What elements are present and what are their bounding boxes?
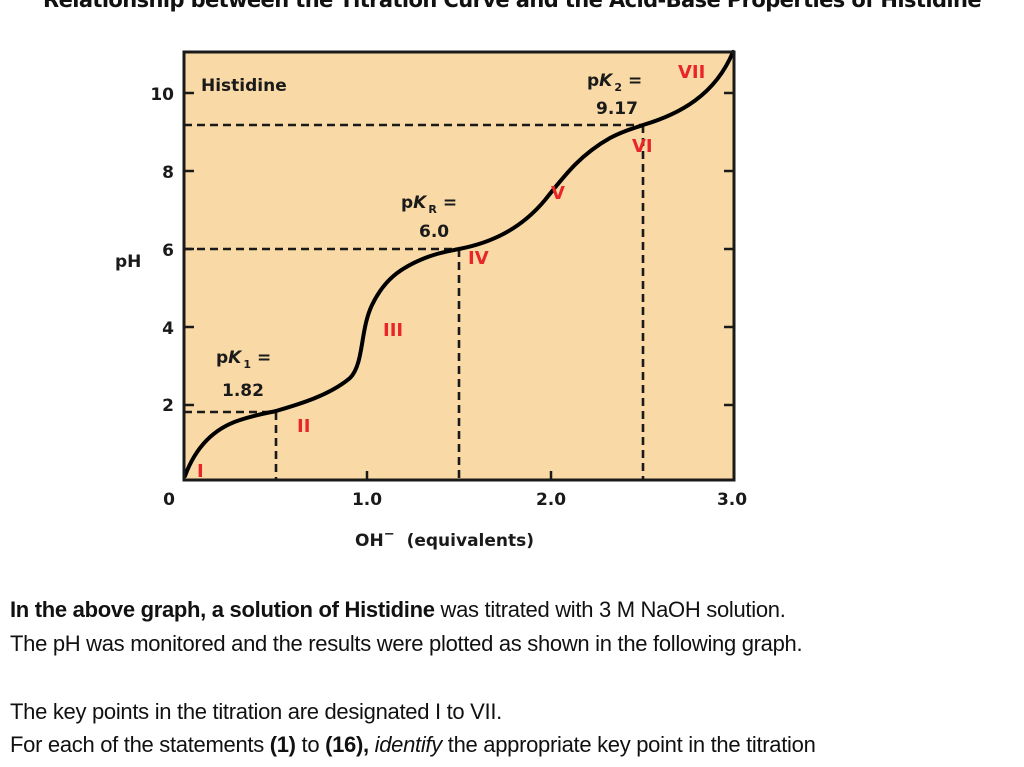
key-point-IV: IV [468, 248, 489, 269]
key-point-VI: VI [632, 136, 653, 157]
y-tick-2: 2 [162, 396, 174, 416]
reference-lines [184, 123, 645, 480]
plot-frame [182, 50, 736, 482]
titration-chart: 2 4 6 8 10 pH 0 1.0 2.0 3.0 OH− (equivale… [115, 50, 747, 551]
instruction-line-1: In the above graph, a solution of Histid… [10, 597, 786, 623]
pk1-label: pK 1 = [216, 348, 271, 371]
y-tick-6: 6 [162, 241, 174, 261]
pkr-value: 6.0 [419, 222, 449, 242]
y-tick-8: 8 [162, 163, 174, 183]
instruction-bold-text: In the above graph, a solution of Histid… [10, 597, 435, 622]
species-label: Histidine [201, 76, 287, 96]
y-axis-label: pH [115, 252, 141, 272]
key-point-V: V [551, 183, 565, 204]
instruction-line-4: For each of the statements (1) to (16), … [10, 732, 816, 758]
x-tick-3: 3.0 [717, 490, 747, 510]
key-point-III: III [383, 320, 403, 341]
key-point-II: II [297, 416, 310, 437]
pk1-value: 1.82 [222, 381, 264, 401]
key-point-VII: VII [678, 62, 705, 83]
x-tick-0: 0 [163, 490, 175, 510]
instr4-a: For each of the statements [10, 732, 270, 757]
statement-start-number: (1) [269, 732, 296, 757]
pkr-label: pK R = [401, 193, 457, 216]
y-ticks [184, 91, 734, 480]
instruction-rest-text: was titrated with 3 M NaOH solution. [434, 597, 786, 622]
x-tick-2: 2.0 [536, 490, 566, 510]
instr4-c: to [295, 732, 326, 757]
key-point-I: I [197, 461, 204, 482]
identify-emphasis: identify [374, 732, 443, 757]
pk2-value: 9.17 [596, 99, 638, 119]
instruction-line-3: The key points in the titration are desi… [10, 699, 502, 724]
pk2-label: pK 2 = [587, 71, 642, 94]
x-axis-label: OH− (equivalents) [355, 527, 534, 551]
instr4-g: the appropriate key point in the titrati… [441, 732, 816, 757]
figure-title: Relationship between the Titration Curve… [43, 0, 982, 12]
statement-end-number: (16), [325, 732, 369, 757]
y-tick-4: 4 [162, 319, 174, 339]
instruction-line-2: The pH was monitored and the results wer… [10, 631, 803, 656]
titration-curve [183, 50, 735, 478]
y-tick-10: 10 [150, 85, 174, 105]
x-tick-1: 1.0 [352, 490, 382, 510]
